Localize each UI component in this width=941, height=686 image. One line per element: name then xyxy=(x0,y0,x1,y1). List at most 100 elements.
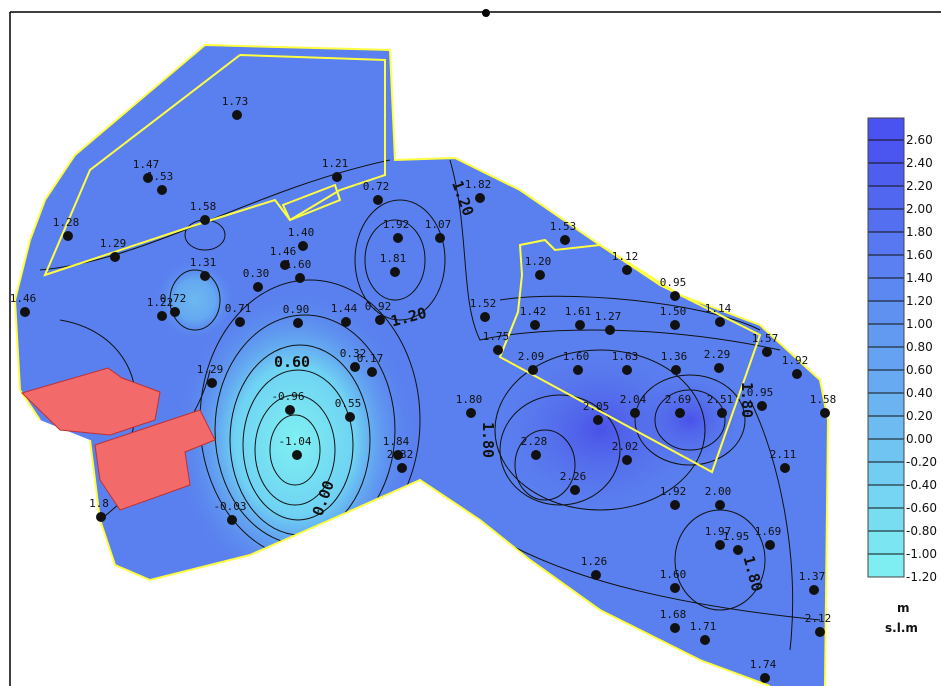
legend-band xyxy=(868,462,904,485)
point-label: 1.8 xyxy=(89,497,109,510)
sample-point xyxy=(757,401,767,411)
point-label: 1.68 xyxy=(660,608,687,621)
point-label: 0.92 xyxy=(365,300,392,313)
point-label: 0.30 xyxy=(243,267,270,280)
legend-band xyxy=(868,278,904,301)
legend-label: 1.40 xyxy=(906,271,933,285)
sample-point xyxy=(715,500,725,510)
sample-point xyxy=(714,363,724,373)
sample-point xyxy=(393,233,403,243)
boundaries xyxy=(13,43,830,686)
legend-label: 0.00 xyxy=(906,432,933,446)
sample-point xyxy=(575,320,585,330)
sample-point xyxy=(298,241,308,251)
point-label: 0.17 xyxy=(357,352,384,365)
sample-point xyxy=(157,185,167,195)
point-label: 1.60 xyxy=(285,258,312,271)
sample-point xyxy=(235,317,245,327)
legend: m s.l.m 2.60 2.40 2.20 2.00 1.80 1.60 1.40 1.20… xyxy=(867,117,937,635)
point-label: 1.46 xyxy=(270,245,297,258)
point-label: 2.69 xyxy=(665,393,692,406)
sample-point xyxy=(393,450,403,460)
legend-band xyxy=(868,118,904,140)
point-label: 2.00 xyxy=(705,485,732,498)
point-label: 1.21 xyxy=(322,157,349,170)
legend-label: -0.60 xyxy=(906,501,937,515)
point-label: 1.58 xyxy=(190,200,217,213)
marker xyxy=(482,9,490,17)
sample-point xyxy=(295,273,305,283)
sample-point xyxy=(605,325,615,335)
legend-band xyxy=(868,485,904,508)
point-label: 1.07 xyxy=(425,218,452,231)
sample-point xyxy=(390,267,400,277)
legend-band xyxy=(868,163,904,186)
sample-point xyxy=(292,450,302,460)
legend-band xyxy=(868,301,904,324)
sample-point xyxy=(367,367,377,377)
point-label: 0.72 xyxy=(160,292,187,305)
point-label: 2.04 xyxy=(620,393,647,406)
point-label: 1.61 xyxy=(565,305,592,318)
legend-label: 1.20 xyxy=(906,294,933,308)
sample-point xyxy=(528,365,538,375)
sample-point xyxy=(232,110,242,120)
sample-point xyxy=(200,215,210,225)
sample-point xyxy=(762,347,772,357)
point-label: 1.95 xyxy=(723,530,750,543)
contour-label: 0.60 xyxy=(274,353,310,371)
legend-band xyxy=(868,140,904,163)
sample-point xyxy=(285,405,295,415)
sample-point xyxy=(280,260,290,270)
point-label: 1.63 xyxy=(612,350,639,363)
point-label: 2.32 xyxy=(387,448,414,461)
point-label: 1.26 xyxy=(581,555,608,568)
point-label: 2.26 xyxy=(560,470,587,483)
point-label: 1.27 xyxy=(595,310,622,323)
sample-point xyxy=(397,463,407,473)
legend-band xyxy=(868,416,904,439)
point-label: 1.42 xyxy=(520,305,547,318)
legend-label: 0.60 xyxy=(906,363,933,377)
sample-point xyxy=(493,345,503,355)
point-label: 1.71 xyxy=(690,620,717,633)
sample-point xyxy=(733,545,743,555)
unit: m xyxy=(897,601,910,615)
legend-band xyxy=(868,324,904,347)
sample-point xyxy=(170,307,180,317)
legend-label: 0.40 xyxy=(906,386,933,400)
point-label: 1.20 xyxy=(525,255,552,268)
point-label: 2.09 xyxy=(518,350,545,363)
point-label: 1.73 xyxy=(222,95,249,108)
point-label: 1.31 xyxy=(190,256,217,269)
point-label: -1.04 xyxy=(278,435,311,448)
sample-point xyxy=(96,512,106,522)
point-label: 1.92 xyxy=(782,354,809,367)
legend-band xyxy=(868,209,904,232)
sample-point xyxy=(780,463,790,473)
point-label: 0.72 xyxy=(363,180,390,193)
legend-band xyxy=(868,393,904,416)
sample-point xyxy=(670,320,680,330)
point-label: 1.82 xyxy=(465,178,492,191)
sample-point xyxy=(815,627,825,637)
sample-point xyxy=(531,450,541,460)
sample-point xyxy=(560,235,570,245)
point-label: 0.71 xyxy=(225,302,252,315)
sample-point xyxy=(143,173,153,183)
point-label: -0.03 xyxy=(213,500,246,513)
legend-label: 2.40 xyxy=(906,156,933,170)
sample-point xyxy=(435,233,445,243)
sample-point xyxy=(535,270,545,280)
legend-label: 2.60 xyxy=(906,133,933,147)
point-label: 2.02 xyxy=(612,440,639,453)
legend-band xyxy=(868,255,904,278)
sample-point xyxy=(700,635,710,645)
sample-point xyxy=(332,172,342,182)
point-label: 2.28 xyxy=(521,435,548,448)
sample-point xyxy=(820,408,830,418)
point-label: 1.14 xyxy=(705,302,732,315)
